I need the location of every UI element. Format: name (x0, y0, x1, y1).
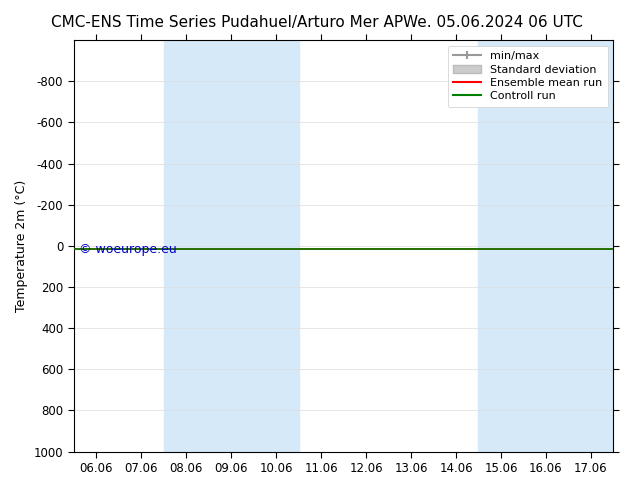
Bar (479, 40, 614, 452)
Bar (164, 40, 299, 452)
Legend: min/max, Standard deviation, Ensemble mean run, Controll run: min/max, Standard deviation, Ensemble me… (448, 46, 608, 107)
Text: CMC-ENS Time Series Pudahuel/Arturo Mer AP: CMC-ENS Time Series Pudahuel/Arturo Mer … (51, 15, 403, 30)
Y-axis label: Temperature 2m (°C): Temperature 2m (°C) (15, 180, 28, 312)
Text: © woeurope.eu: © woeurope.eu (79, 244, 177, 256)
Text: We. 05.06.2024 06 UTC: We. 05.06.2024 06 UTC (403, 15, 583, 30)
